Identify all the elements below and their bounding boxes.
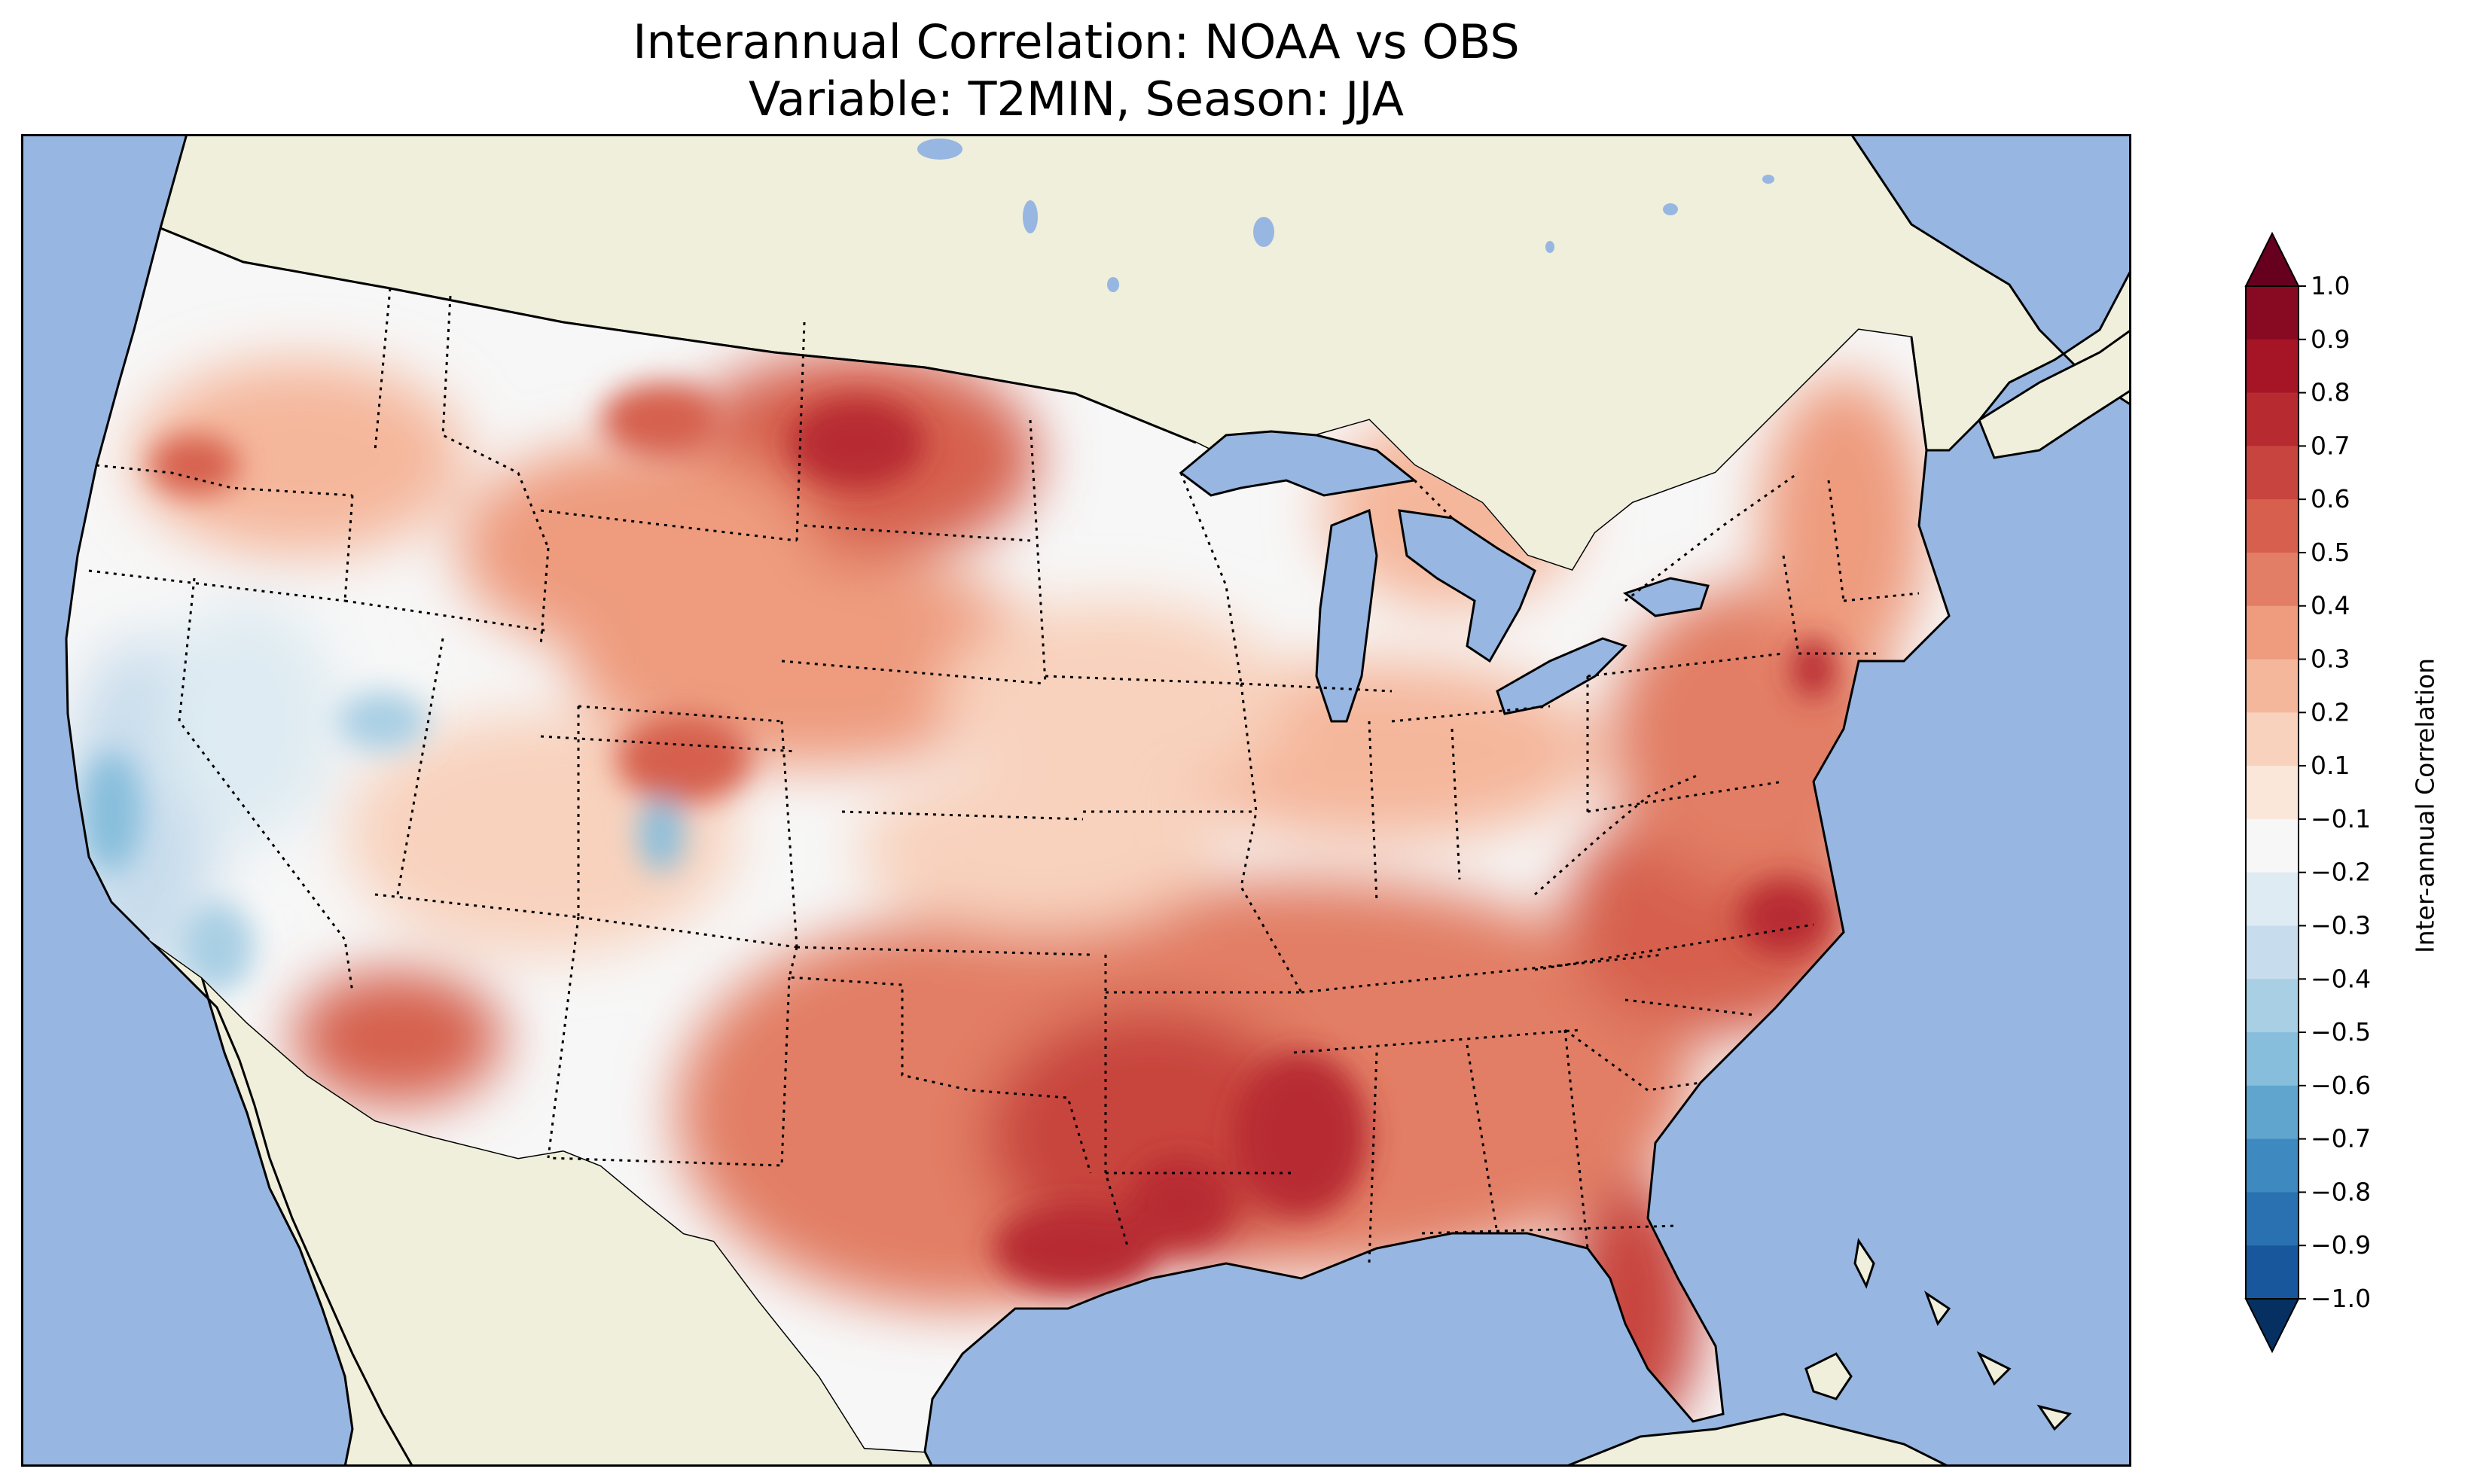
yucatan-land [1564,1412,1950,1467]
colorbar-tick-label: 0.3 [2311,644,2350,674]
usa-outline [65,227,1951,1452]
colorbar-block [2246,446,2299,500]
colorbar-tick-label: 0.7 [2311,431,2350,460]
colorbar-block [2246,499,2299,553]
baja-land [148,938,414,1467]
colorbar-block [2246,872,2299,926]
colorbar-tick-label: 0.8 [2311,378,2350,407]
colorbar-tick-label: −0.1 [2311,804,2371,833]
title-line-1: Interannual Correlation: NOAA vs OBS [633,14,1520,69]
colorbar-block [2246,392,2299,446]
colorbar-block [2246,605,2299,660]
colorbar-tick-label: −0.2 [2311,858,2371,887]
colorbar-border [2245,285,2299,1300]
colorbar-block [2246,1192,2299,1246]
colorbar-tick-label: 0.2 [2311,697,2350,727]
colorbar-block [2246,979,2299,1033]
colorbar-tick-label: −0.8 [2311,1177,2371,1206]
map-border [21,134,2131,1467]
colorbar-ticks: 1.0 0.9 0.8 0.7 0.6 0.5 0.4 0.3 0.2 0.1 −0.1 −0.2 −0… [2299,271,2371,1313]
colorbar-block [2246,925,2299,980]
colorbar-label: Inter-annual Correlation [2410,657,2440,954]
colorbar-block [2246,712,2299,766]
colorbar-block [2246,1138,2299,1193]
chart-title: Interannual Correlation: NOAA vs OBS Var… [21,14,2131,128]
colorbar-tick-label: −1.0 [2311,1284,2371,1313]
colorbar-tick-label: 0.5 [2311,538,2350,567]
canada-lakes [917,139,1774,292]
colorbar-block [2246,818,2299,873]
lake-erie [1496,637,1627,715]
colorbar-block [2246,552,2299,607]
colorbar-block [2246,1085,2299,1140]
colorbar-tick-label: 0.6 [2311,484,2350,513]
colorbar-tick-label: 0.1 [2311,751,2350,780]
colorbar-tick-label: −0.7 [2311,1124,2371,1153]
colorbar-tick-label: −0.3 [2311,910,2371,940]
lake-ontario [1622,577,1710,617]
colorbar-block [2246,659,2299,713]
map-panel [21,134,2131,1467]
colorbar-block [2246,339,2299,394]
maritimes-land [1978,328,2131,459]
colorbar-tick-label: −0.6 [2311,1071,2371,1100]
colorbar-extend-min [2244,1298,2300,1354]
caribbean-islands [1804,1238,2072,1431]
colorbar-block [2246,286,2299,340]
colorbar-tick-label: 1.0 [2311,271,2350,300]
colorbar-block [2246,1032,2299,1086]
colorbar-blocks [2244,231,2300,1354]
lake-michigan [1315,508,1378,723]
colorbar-tick-label: −0.4 [2311,964,2371,993]
colorbar: 1.0 0.9 0.8 0.7 0.6 0.5 0.4 0.3 0.2 0.1 −0.1 −0.2 −0… [2244,231,2371,1354]
colorbar-block [2246,766,2299,820]
title-line-2: Variable: T2MIN, Season: JJA [748,72,1405,126]
colorbar-tick-label: −0.5 [2311,1017,2371,1047]
colorbar-tick-label: −0.9 [2311,1230,2371,1260]
colorbar-extend-max [2244,231,2300,287]
lake-huron [1398,509,1536,663]
colorbar-block [2246,1245,2299,1300]
lake-superior [1179,430,1417,497]
colorbar-tick-label: 0.9 [2311,325,2350,354]
state-borders [88,288,1920,1264]
colorbar-tick-label: 0.4 [2311,591,2350,620]
